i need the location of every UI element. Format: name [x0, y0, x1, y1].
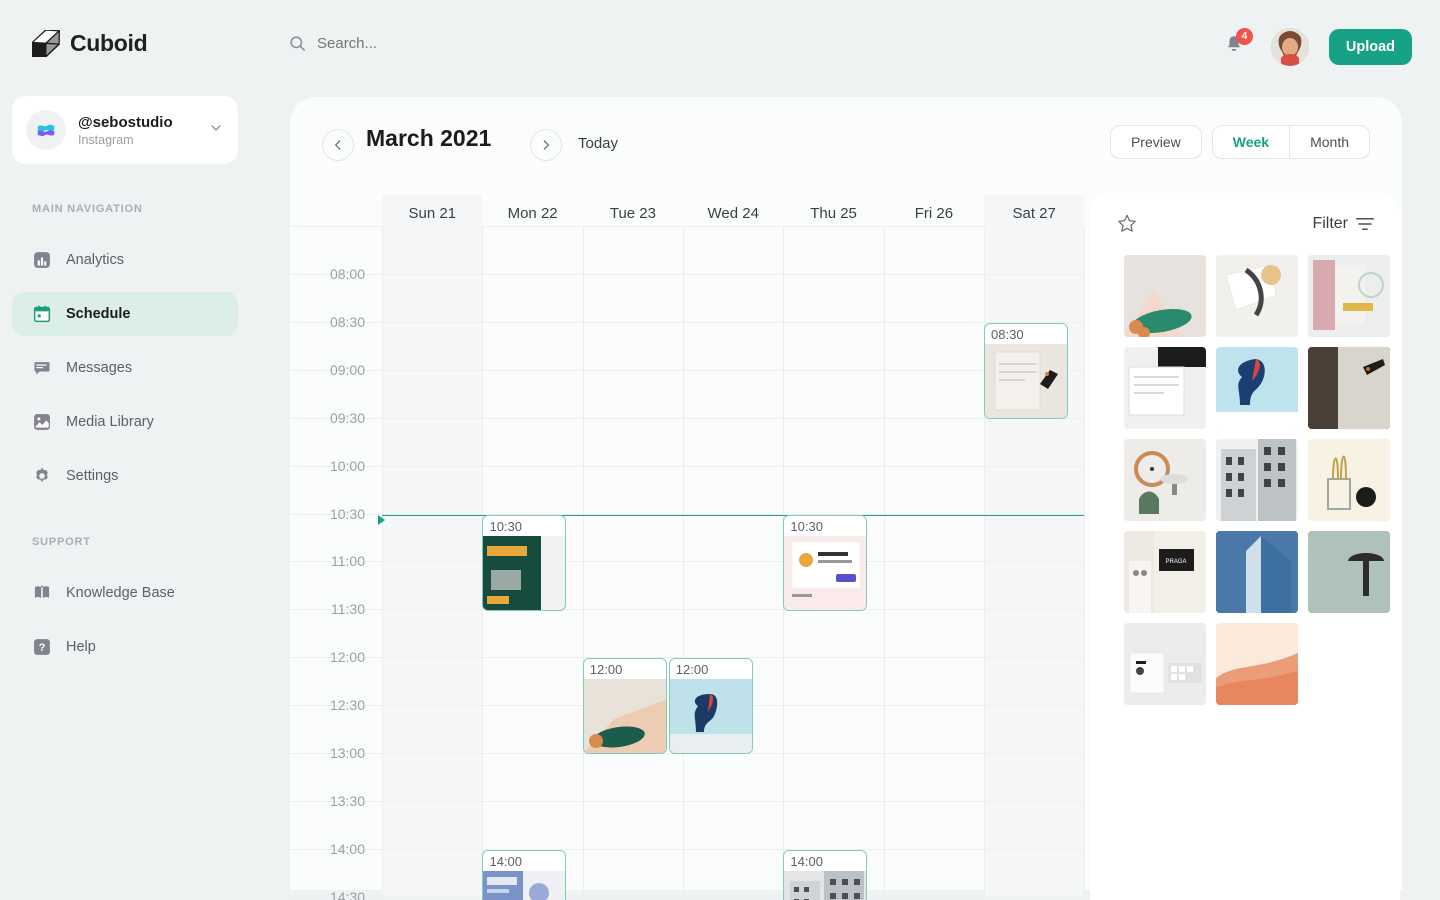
svg-text:PRAGA: PRAGA: [1165, 559, 1186, 565]
svg-text:?: ?: [39, 642, 46, 654]
